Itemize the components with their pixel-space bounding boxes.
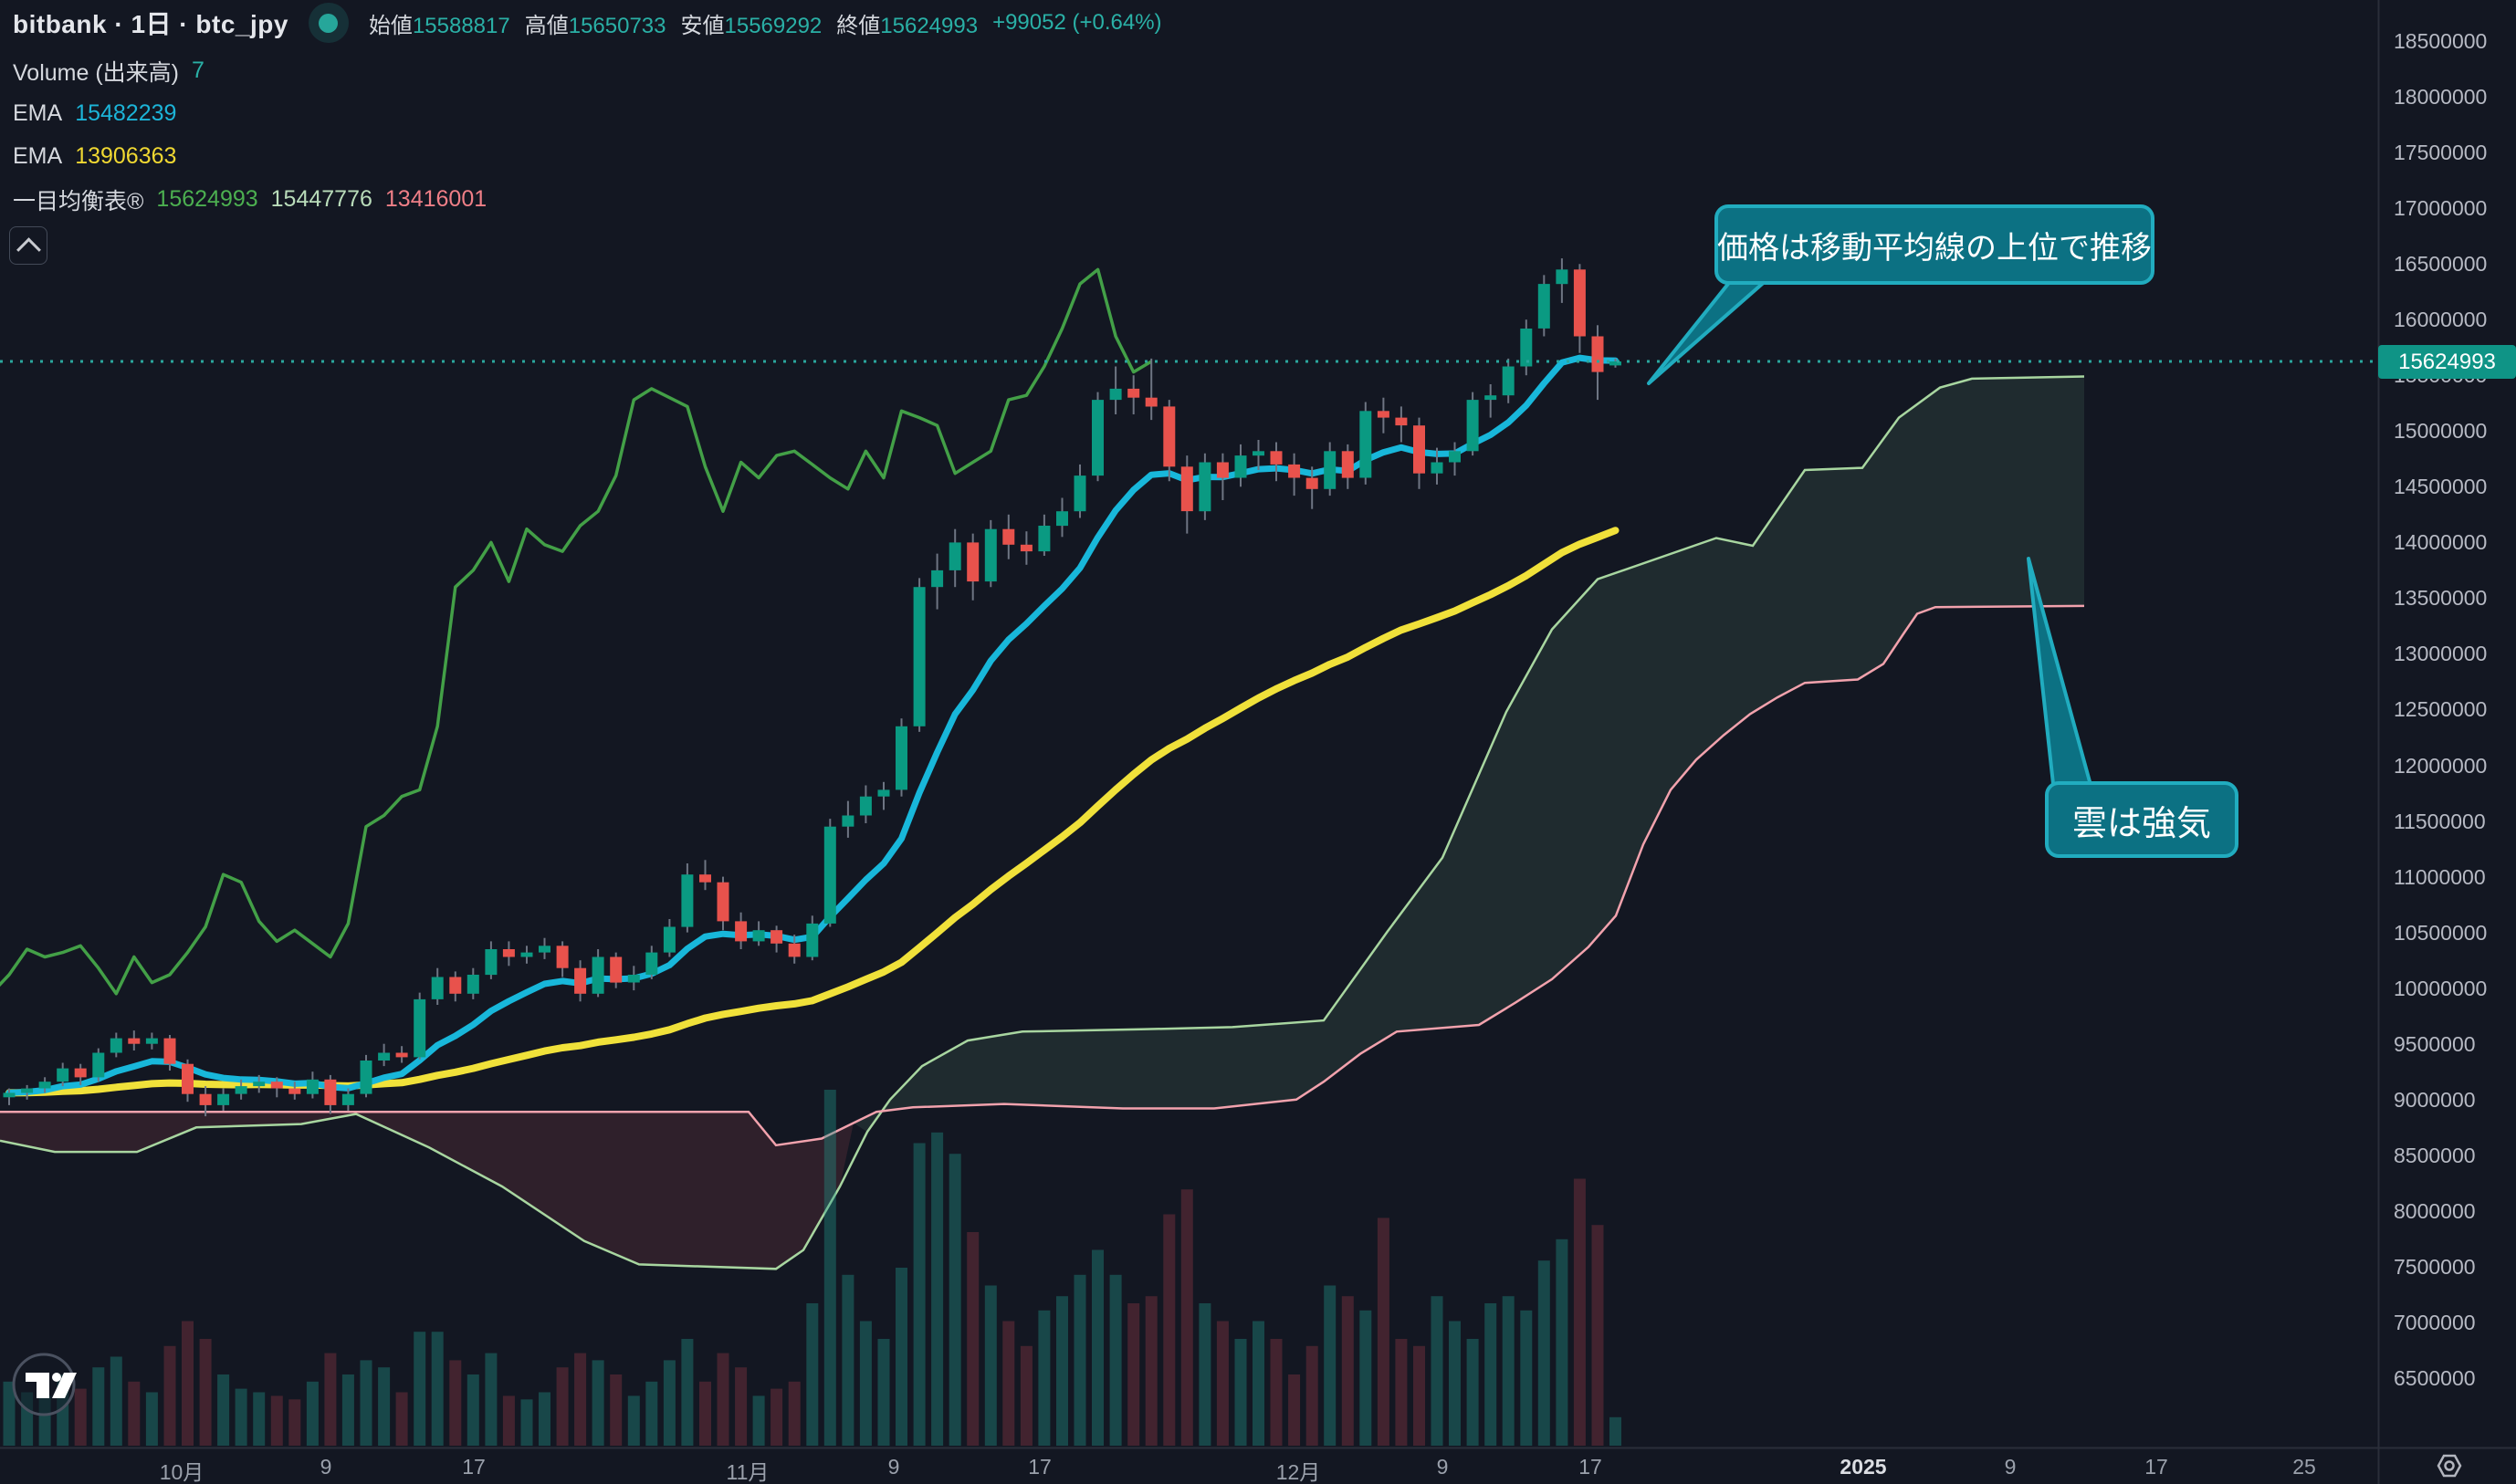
price-tick: 8000000 (2394, 1198, 2476, 1223)
ichimoku-span-b-value: 13416001 (384, 186, 487, 212)
callout-box-0[interactable] (1714, 204, 2154, 285)
ichimoku-cloud-bearish (0, 1112, 854, 1270)
price-tick: 13500000 (2394, 586, 2488, 611)
time-axis[interactable]: 10月 9 17 11月 9 17 12月 9 17 2025 9 17 25 (0, 1448, 2516, 1484)
current-price-label: 15624993 (2378, 345, 2516, 379)
price-tick: 18500000 (2394, 29, 2488, 53)
legend: bitbank · 1日 · btc_jpy 始値15588817 高値1565… (9, 3, 1177, 265)
price-tick: 9500000 (2394, 1031, 2476, 1056)
time-tick: 9 (1436, 1455, 1449, 1479)
time-tick: 11月 (726, 1460, 770, 1484)
price-tick: 10500000 (2394, 920, 2488, 945)
time-tick: 17 (1028, 1455, 1052, 1479)
ichimoku-span-b-line (0, 604, 2085, 1147)
price-tick: 15000000 (2394, 419, 2488, 444)
price-tick: 10000000 (2394, 976, 2488, 1000)
time-tick: 9 (320, 1455, 332, 1479)
legend-ema-slow-row[interactable]: EMA 13906363 (13, 143, 177, 169)
legend-collapse-button[interactable] (9, 226, 47, 265)
ichimoku-lagging-span-line (0, 267, 1153, 996)
price-tick: 7500000 (2394, 1254, 2476, 1279)
price-tick: 14500000 (2394, 475, 2488, 499)
time-tick: 17 (462, 1455, 486, 1479)
annotation-price-above-ma[interactable]: 価格は移動平均線の上位で推移 (1717, 230, 2152, 266)
price-tick: 11000000 (2394, 864, 2486, 889)
price-tick: 6500000 (2394, 1365, 2476, 1390)
legend-ichimoku-row[interactable]: 一目均衡表® 15624993 15447776 13416001 (13, 186, 487, 214)
price-tick: 9000000 (2394, 1087, 2476, 1112)
volume-bars (0, 375, 2085, 1446)
market-status-dot (308, 3, 349, 43)
ema-fast-value: 15482239 (75, 100, 177, 126)
price-tick: 8500000 (2394, 1143, 2476, 1167)
axis-settings-icon[interactable] (2437, 1454, 2462, 1478)
tradingview-logo[interactable] (12, 1353, 77, 1416)
time-tick: 9 (887, 1455, 900, 1479)
ichimoku-lagging-value: 15624993 (156, 186, 258, 212)
annotation-cloud-bullish[interactable]: 雲は強気 (2071, 804, 2211, 843)
ichimoku-span-a-line (0, 375, 2085, 1270)
candlesticks (3, 258, 1621, 1117)
ema-slow-value: 13906363 (75, 143, 177, 169)
price-tick: 13000000 (2394, 642, 2488, 666)
symbol-row[interactable]: bitbank · 1日 · btc_jpy 始値15588817 高値1565… (13, 3, 1177, 43)
time-tick: 9 (2004, 1455, 2017, 1479)
price-tick: 7000000 (2394, 1310, 2476, 1334)
time-tick: 12月 (1275, 1460, 1321, 1484)
ohlc-close: 終値15624993 (836, 13, 979, 38)
price-tick: 14000000 (2394, 530, 2488, 555)
volume-value: 7 (191, 57, 204, 83)
callout-box-1[interactable] (2045, 781, 2238, 858)
ohlc-low: 安値15569292 (680, 13, 823, 38)
time-tick: 17 (1578, 1455, 1602, 1479)
time-tick: 17 (2144, 1455, 2168, 1479)
time-tick: 10月 (159, 1460, 204, 1484)
price-tick: 17000000 (2394, 196, 2488, 221)
chevron-up-icon (16, 236, 41, 262)
price-tick: 12000000 (2394, 753, 2488, 778)
ichimoku-span-a-value: 15447776 (270, 186, 372, 212)
legend-ema-fast-row[interactable]: EMA 15482239 (13, 100, 177, 126)
ohlc-change: +99052 (+0.64%) (992, 10, 1162, 35)
time-tick: 25 (2292, 1455, 2316, 1479)
price-axis[interactable]: 18500000 18000000 17500000 17000000 16500000… (2379, 0, 2516, 1447)
legend-volume-row[interactable]: Volume (出来高) 7 (13, 57, 204, 86)
time-tick: 2025 (1840, 1455, 1887, 1479)
ohlc-open: 始値15588817 (368, 13, 510, 38)
status-dot-inner (319, 13, 339, 33)
price-tick: 17500000 (2394, 141, 2488, 165)
ohlc-high: 高値15650733 (524, 13, 666, 38)
price-tick: 11500000 (2394, 809, 2486, 833)
callout-tail-0[interactable] (1647, 277, 1769, 385)
price-tick: 16500000 (2394, 252, 2488, 277)
price-tick: 18000000 (2394, 85, 2488, 110)
price-tick: 12500000 (2394, 697, 2488, 722)
symbol-title[interactable]: bitbank · 1日 · btc_jpy (13, 10, 288, 38)
ichimoku-cloud-bullish (854, 376, 2084, 1133)
price-tick: 16000000 (2394, 308, 2488, 332)
